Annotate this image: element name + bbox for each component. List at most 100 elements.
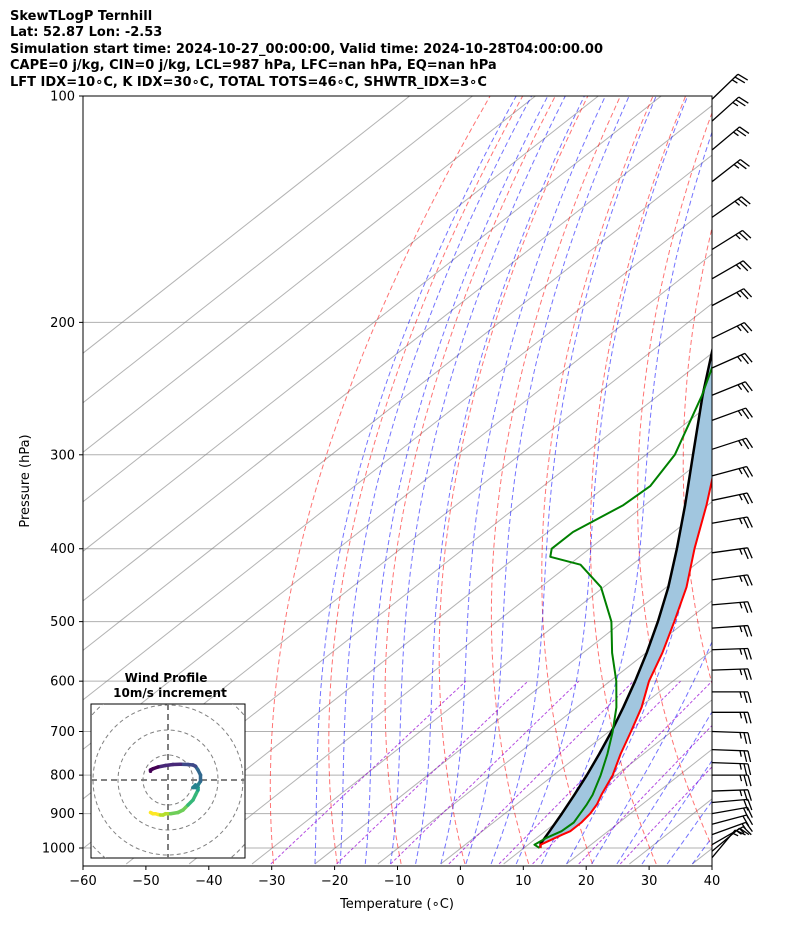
x-tick-label: −60 [69,874,96,889]
y-tick-label: 100 [50,90,75,105]
y-axis-label: Pressure (hPa) [18,434,33,527]
moist-adiabat [440,96,606,865]
isotherm [755,96,794,864]
isotherm [314,550,712,865]
dry-adiabat [770,96,794,864]
station-coordinates: Lat: 52.87 Lon: -2.53 [10,25,163,41]
wind-barb [711,806,753,819]
x-tick-label: 40 [704,874,721,889]
wind-barb [711,826,752,846]
isotherm [83,154,712,651]
dry-adiabat [269,96,491,864]
dry-adiabat [328,96,524,864]
isotherm [83,96,410,354]
y-tick-label: 500 [50,615,75,630]
wind-barb [711,647,752,660]
isotherm [377,600,712,865]
wind-barbs [711,73,754,859]
dry-adiabat [541,96,654,865]
hodograph-subtitle: 10m/s increment [113,686,227,700]
y-tick-label: 200 [50,316,75,331]
hodograph-title: Wind Profile [125,671,208,685]
moist-adiabat [566,361,712,865]
cape-shade [540,352,712,848]
mixing-ratio-line [390,680,580,865]
moist-adiabat [364,96,549,864]
x-tick-label: 10 [515,874,532,889]
mixing-ratio-line [270,680,467,865]
wind-barb [711,352,753,369]
stability-parameters: CAPE=0 j/kg, CIN=0 j/kg, LCL=987 hPa, LF… [10,58,497,74]
wind-barb [711,381,753,396]
moist-adiabat [339,96,533,864]
wind-barb [711,260,752,280]
temperature-line [539,475,712,849]
y-tick-label: 700 [50,725,75,740]
x-tick-label: 0 [456,874,464,889]
mixing-ratio-line [498,680,681,865]
wind-barb [711,730,752,745]
y-axis-ticks: 100 200 300 400 500 600 700 800 900 1000 [42,90,83,857]
simulation-times: Simulation start time: 2024-10-27_00:00:… [10,41,603,57]
y-tick-label: 800 [50,769,75,784]
y-tick-label: 1000 [42,842,75,857]
mixing-ratio-line [532,680,712,865]
dry-adiabat [637,111,712,848]
wind-barb [712,774,752,787]
moist-adiabat [641,759,712,865]
mixing-ratio-line [619,766,712,865]
isotherm [83,104,712,602]
wind-barb [711,798,753,811]
wind-barb [711,516,753,529]
wind-barb [712,691,752,704]
wind-barb [711,196,751,218]
x-tick-label: −10 [384,874,411,889]
y-tick-label: 600 [50,675,75,690]
wind-barb [711,73,749,100]
y-tick-label: 400 [50,542,75,557]
moist-adiabat [515,96,689,865]
wind-barb [711,601,753,614]
x-tick-label: 20 [578,874,595,889]
wind-barb [711,574,753,587]
x-tick-label: −30 [258,874,285,889]
dewpoint-line [533,364,712,849]
isotherm [83,96,662,552]
moist-adiabat [591,640,712,865]
wind-barb [711,159,750,183]
dry-adiabat [728,96,794,864]
mixing-ratio-line [448,680,634,865]
moist-adiabat [465,96,630,865]
x-tick-label: −20 [321,874,348,889]
isotherm [440,649,712,865]
wind-barb [711,761,752,776]
wind-barb [711,437,754,450]
x-tick-label: −40 [195,874,222,889]
wind-barb [711,465,754,478]
wind-barb [711,827,750,852]
y-tick-label: 900 [50,807,75,822]
dry-adiabat [490,96,621,865]
wind-barb [711,547,753,560]
cape-cin-shading [540,352,712,848]
wind-barb [711,668,752,681]
wind-barb [711,321,753,339]
hodograph-inset: Wind Profile 10m/s increment [90,671,246,859]
isotherm [83,96,536,453]
dry-adiabat [384,96,556,864]
isotherm [188,451,712,865]
wind-barb [711,624,753,637]
x-tick-label: −50 [132,874,159,889]
isotherm [125,402,712,865]
dry-adiabat [590,96,687,865]
isotherm [503,699,712,865]
dry-adiabat [682,225,712,686]
moist-adiabat [666,800,712,865]
wind-barb [711,492,754,505]
mixing-ratio-line [336,680,529,865]
moist-adiabat [490,96,657,865]
wind-barb [711,229,752,251]
isotherm [83,96,599,503]
y-tick-label: 300 [50,448,75,463]
